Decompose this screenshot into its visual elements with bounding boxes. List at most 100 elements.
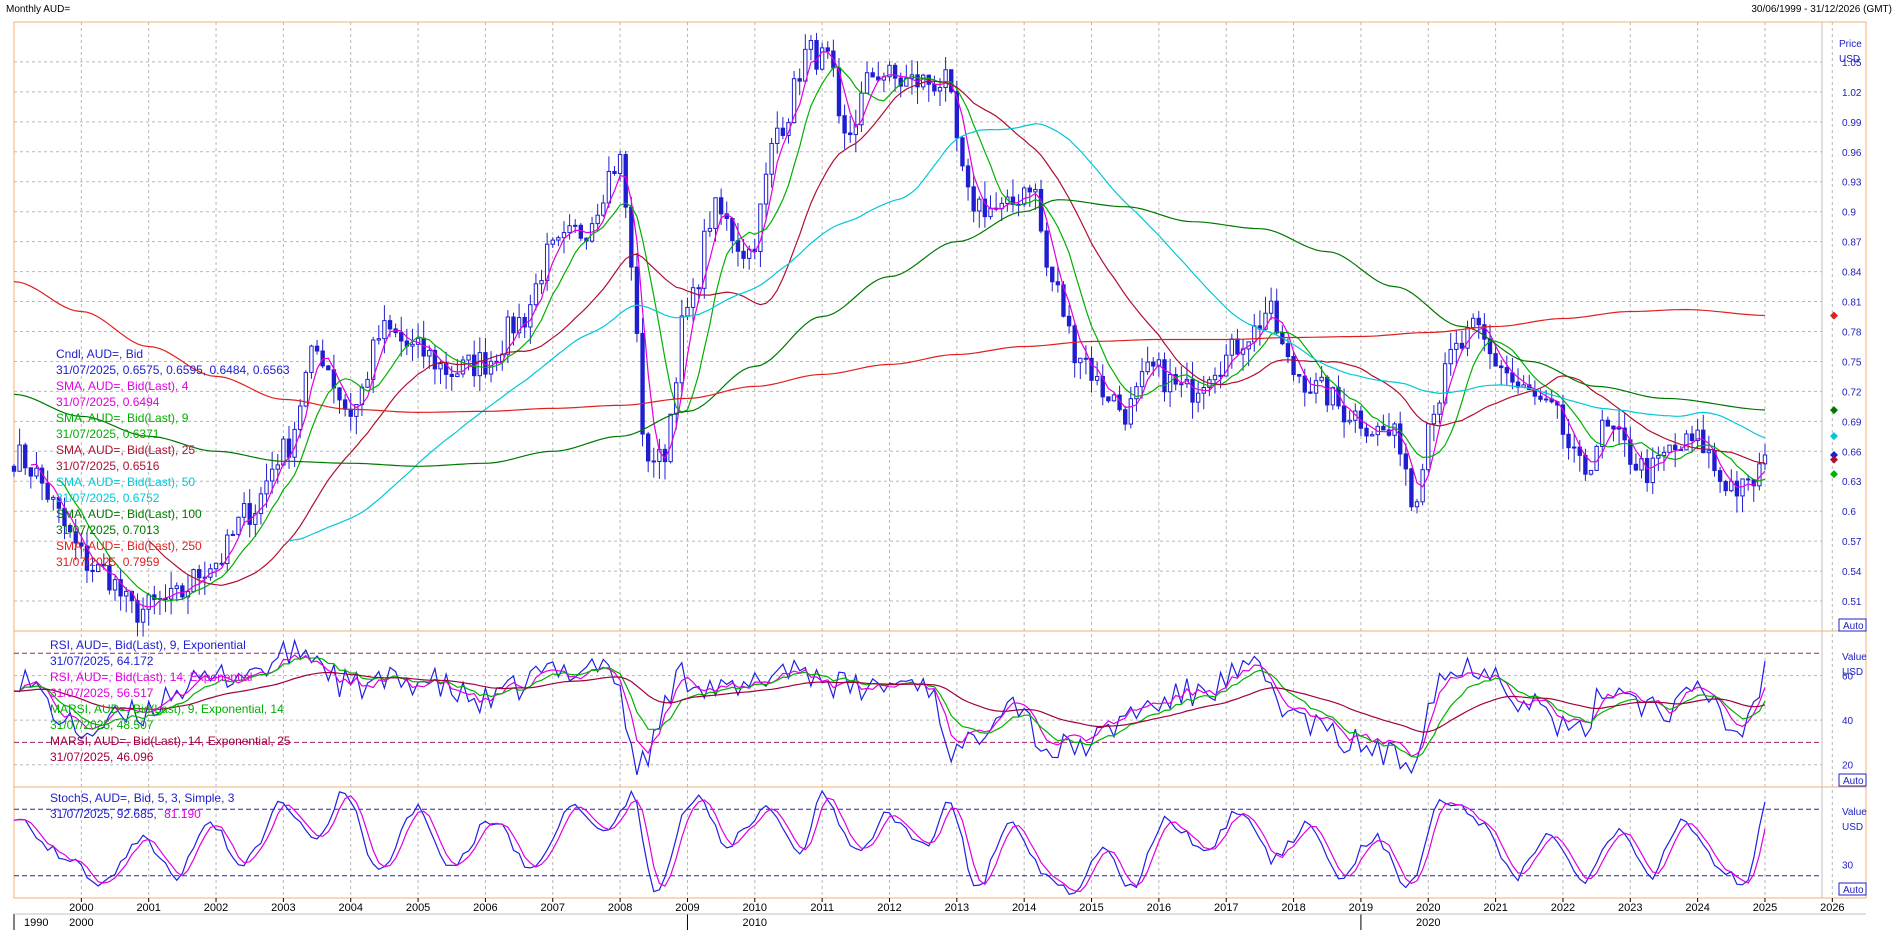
candle-body — [174, 585, 179, 589]
legend-rsi9-title: RSI, AUD=, Bid(Last), 9, Exponential — [50, 638, 246, 652]
candle-body — [1661, 451, 1667, 457]
price-tick-label: 0.96 — [1842, 148, 1862, 159]
candle-body — [696, 287, 701, 290]
candle-body — [1106, 396, 1111, 402]
candle-body — [741, 250, 746, 259]
candle-body — [1762, 454, 1768, 465]
value-marker — [1830, 311, 1838, 320]
candle-body — [140, 608, 146, 623]
candle-body — [1111, 394, 1117, 402]
price-tick-label: 0.69 — [1842, 417, 1862, 428]
candle-body — [954, 91, 960, 139]
candle-body — [629, 206, 634, 268]
price-plot[interactable] — [11, 32, 1838, 637]
candle-body — [707, 227, 713, 232]
sma250-line — [13, 281, 1766, 414]
decade-label: 2020 — [1416, 917, 1440, 929]
price-auto-label[interactable]: Auto — [1843, 621, 1864, 632]
candle-body — [230, 533, 236, 536]
price-auto-button[interactable] — [1838, 618, 1867, 632]
rsi-tick-label: 60 — [1842, 672, 1854, 683]
candle-body — [17, 444, 22, 472]
decade-label: 1990 — [24, 917, 48, 929]
candle-body — [578, 224, 584, 239]
candle-body — [1459, 342, 1465, 349]
candle-body — [848, 132, 853, 136]
candle-body — [309, 345, 314, 373]
candle-body — [23, 444, 28, 469]
legend-stoch-date: 31/07/2025, 92.685, 81.190 — [50, 807, 201, 821]
legend-candle-value: 31/07/2025, 0.6575, 0.6595, 0.6484, 0.65… — [56, 363, 290, 377]
candle-body — [887, 64, 892, 78]
value-marker — [1830, 455, 1838, 464]
candle-body — [1673, 444, 1678, 450]
year-label: 2023 — [1618, 902, 1642, 914]
candle-body — [348, 408, 353, 417]
candle-body — [1151, 361, 1156, 367]
candle-body — [1285, 343, 1291, 357]
candle-body — [365, 378, 370, 388]
candle-body — [67, 525, 73, 533]
candle-body — [1128, 398, 1133, 425]
year-label: 2000 — [69, 902, 93, 914]
candle-body — [937, 87, 943, 92]
candle-body — [90, 569, 95, 572]
candle-body — [1038, 188, 1044, 232]
candle-body — [1263, 312, 1268, 330]
candle-body — [1139, 371, 1145, 388]
stoch-d-line — [13, 794, 1766, 893]
year-label: 2003 — [271, 902, 295, 914]
legend-sma25-value: 31/07/2025, 0.6516 — [56, 459, 160, 473]
price-tick-label: 0.81 — [1842, 298, 1862, 309]
candle-body — [1504, 367, 1510, 374]
candle-body — [1156, 359, 1162, 367]
chart-title: Monthly AUD= — [6, 4, 71, 15]
candle-body — [1134, 386, 1139, 400]
candle-body — [236, 516, 241, 535]
candle-body — [1313, 380, 1319, 394]
rsi-plot[interactable] — [13, 638, 1822, 776]
candle-body — [735, 240, 741, 252]
candle-body — [34, 467, 39, 477]
candle-body — [1224, 354, 1229, 377]
candle-body — [1162, 359, 1167, 393]
candle-body — [466, 354, 471, 361]
rsi-auto-button[interactable] — [1838, 773, 1867, 787]
candle-body — [438, 363, 443, 370]
candle-body — [1072, 325, 1077, 364]
price-tick-label: 0.72 — [1842, 387, 1862, 398]
sma25-line — [148, 80, 1766, 587]
candle-body — [1588, 469, 1594, 475]
candle-body — [1061, 284, 1066, 317]
stoch-auto-label[interactable]: Auto — [1843, 885, 1864, 896]
candle-body — [870, 72, 875, 78]
axes: 1.05 1.02 0.99 0.96 0.93 0.9 0.87 0.84 0.81 0.78 0… — [13, 58, 1866, 930]
candle-body — [1100, 376, 1105, 398]
candle-body — [1717, 470, 1723, 482]
date-range: 30/06/1999 - 31/12/2026 (GMT) — [1751, 4, 1892, 15]
candle-body — [791, 78, 797, 124]
candle-body — [1369, 434, 1375, 437]
year-label: 2012 — [877, 902, 901, 914]
candle-body — [1723, 480, 1728, 492]
candle-body — [797, 78, 802, 82]
candle-body — [79, 542, 84, 547]
candle-body — [763, 173, 769, 205]
stoch-auto-button[interactable] — [1838, 882, 1867, 896]
candle-body — [342, 399, 348, 410]
candle-body — [51, 496, 56, 500]
candle-body — [1341, 405, 1347, 423]
candle-body — [718, 197, 724, 215]
price-tick-label: 0.99 — [1842, 118, 1862, 129]
price-tick-label: 0.54 — [1842, 567, 1862, 578]
stoch-plot[interactable] — [13, 789, 1822, 895]
candle-body — [775, 127, 780, 144]
candle-body — [573, 224, 578, 227]
candle-body — [1033, 188, 1038, 193]
rsi-auto-label[interactable]: Auto — [1843, 776, 1864, 787]
candle-body — [253, 513, 258, 525]
candle-body — [421, 337, 426, 357]
marsi14-line — [13, 672, 1766, 733]
year-label: 2004 — [338, 902, 362, 914]
